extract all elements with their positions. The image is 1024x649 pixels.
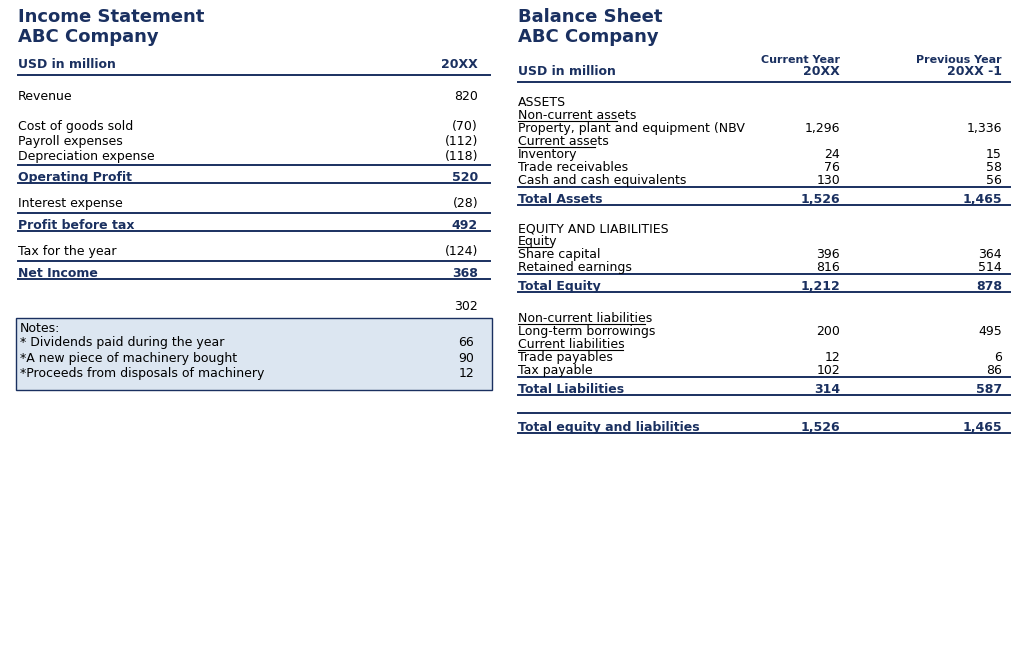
Text: (70): (70) <box>453 120 478 133</box>
Text: Current Year: Current Year <box>761 55 840 65</box>
Text: (118): (118) <box>444 150 478 163</box>
Text: 816: 816 <box>816 261 840 274</box>
Text: Total Liabilities: Total Liabilities <box>518 383 624 396</box>
Text: (124): (124) <box>444 245 478 258</box>
Text: Retained earnings: Retained earnings <box>518 261 632 274</box>
Text: *A new piece of machinery bought: *A new piece of machinery bought <box>20 352 238 365</box>
Text: ABC Company: ABC Company <box>18 28 159 46</box>
Text: 1,526: 1,526 <box>801 421 840 434</box>
Text: Revenue: Revenue <box>18 90 73 103</box>
Text: ABC Company: ABC Company <box>518 28 658 46</box>
Text: Total Assets: Total Assets <box>518 193 602 206</box>
Text: Long-term borrowings: Long-term borrowings <box>518 325 655 338</box>
Text: ASSETS: ASSETS <box>518 96 566 109</box>
Text: 86: 86 <box>986 364 1002 377</box>
Text: 1,296: 1,296 <box>805 122 840 135</box>
Text: 1,465: 1,465 <box>963 421 1002 434</box>
Text: 364: 364 <box>978 248 1002 261</box>
Text: Net Income: Net Income <box>18 267 98 280</box>
Text: EQUITY AND LIABILITIES: EQUITY AND LIABILITIES <box>518 222 669 235</box>
Text: Previous Year: Previous Year <box>916 55 1002 65</box>
Text: USD in million: USD in million <box>518 65 615 78</box>
Text: Operating Profit: Operating Profit <box>18 171 132 184</box>
Text: Property, plant and equipment (NBV: Property, plant and equipment (NBV <box>518 122 744 135</box>
Text: Profit before tax: Profit before tax <box>18 219 134 232</box>
Text: 102: 102 <box>816 364 840 377</box>
Text: Payroll expenses: Payroll expenses <box>18 135 123 148</box>
Text: Total equity and liabilities: Total equity and liabilities <box>518 421 699 434</box>
Text: 20XX -1: 20XX -1 <box>947 65 1002 78</box>
Text: Trade payables: Trade payables <box>518 351 613 364</box>
Text: Depreciation expense: Depreciation expense <box>18 150 155 163</box>
FancyBboxPatch shape <box>16 318 492 390</box>
Text: 587: 587 <box>976 383 1002 396</box>
Text: Interest expense: Interest expense <box>18 197 123 210</box>
Text: Total Equity: Total Equity <box>518 280 601 293</box>
Text: 130: 130 <box>816 174 840 187</box>
Text: 492: 492 <box>452 219 478 232</box>
Text: USD in million: USD in million <box>18 58 116 71</box>
Text: 1,336: 1,336 <box>967 122 1002 135</box>
Text: *Proceeds from disposals of machinery: *Proceeds from disposals of machinery <box>20 367 264 380</box>
Text: (28): (28) <box>453 197 478 210</box>
Text: 20XX: 20XX <box>803 65 840 78</box>
Text: 520: 520 <box>452 171 478 184</box>
Text: 76: 76 <box>824 161 840 174</box>
Text: Non-current liabilities: Non-current liabilities <box>518 312 652 325</box>
Text: 12: 12 <box>459 367 474 380</box>
Text: Cash and cash equivalents: Cash and cash equivalents <box>518 174 686 187</box>
Text: * Dividends paid during the year: * Dividends paid during the year <box>20 336 224 349</box>
Text: Current assets: Current assets <box>518 135 608 148</box>
Text: 1,212: 1,212 <box>800 280 840 293</box>
Text: 6: 6 <box>994 351 1002 364</box>
Text: 66: 66 <box>459 336 474 349</box>
Text: Income Statement: Income Statement <box>18 8 205 26</box>
Text: 24: 24 <box>824 148 840 161</box>
Text: 368: 368 <box>453 267 478 280</box>
Text: Trade receivables: Trade receivables <box>518 161 628 174</box>
Text: 15: 15 <box>986 148 1002 161</box>
Text: Tax payable: Tax payable <box>518 364 593 377</box>
Text: 12: 12 <box>824 351 840 364</box>
Text: 200: 200 <box>816 325 840 338</box>
Text: Cost of goods sold: Cost of goods sold <box>18 120 133 133</box>
Text: Notes:: Notes: <box>20 322 60 335</box>
Text: 314: 314 <box>814 383 840 396</box>
Text: 1,526: 1,526 <box>801 193 840 206</box>
Text: 820: 820 <box>454 90 478 103</box>
Text: 514: 514 <box>978 261 1002 274</box>
Text: 396: 396 <box>816 248 840 261</box>
Text: 20XX: 20XX <box>441 58 478 71</box>
Text: Inventory: Inventory <box>518 148 578 161</box>
Text: Tax for the year: Tax for the year <box>18 245 117 258</box>
Text: Equity: Equity <box>518 235 557 248</box>
Text: Balance Sheet: Balance Sheet <box>518 8 663 26</box>
Text: 90: 90 <box>458 352 474 365</box>
Text: (112): (112) <box>444 135 478 148</box>
Text: Non-current assets: Non-current assets <box>518 109 636 122</box>
Text: 56: 56 <box>986 174 1002 187</box>
Text: Share capital: Share capital <box>518 248 600 261</box>
Text: 495: 495 <box>978 325 1002 338</box>
Text: 878: 878 <box>976 280 1002 293</box>
Text: 58: 58 <box>986 161 1002 174</box>
Text: 1,465: 1,465 <box>963 193 1002 206</box>
Text: Current liabilities: Current liabilities <box>518 338 625 351</box>
Text: 302: 302 <box>455 300 478 313</box>
